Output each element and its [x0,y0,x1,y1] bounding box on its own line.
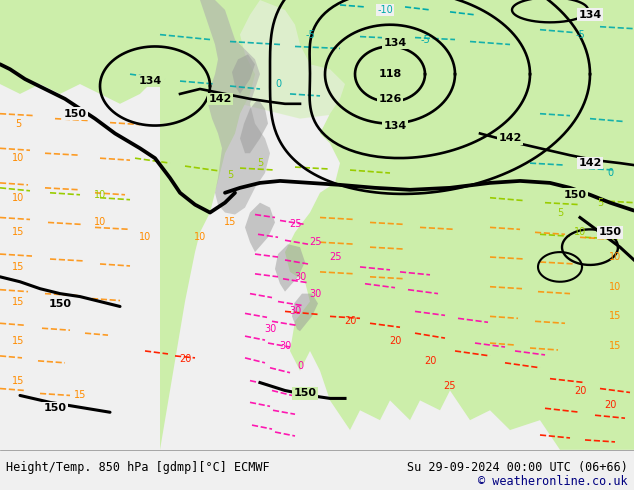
Text: 134: 134 [384,121,406,130]
Text: 134: 134 [578,10,602,20]
Polygon shape [0,0,160,104]
Text: 15: 15 [224,218,236,227]
Polygon shape [240,99,268,153]
Text: 20: 20 [604,400,616,410]
Polygon shape [0,0,634,123]
Text: 150: 150 [564,190,586,200]
Text: -5: -5 [575,29,585,40]
Text: 5: 5 [227,170,233,180]
Text: 142: 142 [209,94,231,104]
Text: 10: 10 [94,218,106,227]
Text: © weatheronline.co.uk: © weatheronline.co.uk [478,475,628,488]
Text: 150: 150 [48,299,72,310]
Text: 142: 142 [578,158,602,168]
Text: 15: 15 [74,391,86,400]
Text: Height/Temp. 850 hPa [gdmp][°C] ECMWF: Height/Temp. 850 hPa [gdmp][°C] ECMWF [6,461,270,474]
Text: 150: 150 [294,389,316,398]
Text: 5: 5 [15,119,21,128]
Text: 30: 30 [289,306,301,317]
Polygon shape [245,203,275,252]
Text: 20: 20 [424,356,436,366]
Text: 0: 0 [275,79,281,89]
Text: 20: 20 [344,317,356,326]
Text: 10: 10 [12,153,24,163]
Text: 150: 150 [598,227,621,237]
Text: 25: 25 [309,237,321,247]
Text: 25: 25 [444,381,456,391]
Text: 5: 5 [597,197,603,208]
Text: 126: 126 [378,94,402,104]
Text: 25: 25 [288,220,301,229]
Text: 20: 20 [389,336,401,346]
Text: 150: 150 [63,109,86,119]
Text: 134: 134 [138,76,162,86]
Text: 20: 20 [179,354,191,364]
Text: 134: 134 [384,38,406,48]
Polygon shape [232,54,255,94]
Text: 30: 30 [279,341,291,351]
Text: 10: 10 [194,232,206,242]
Text: 15: 15 [12,227,24,237]
Text: 15: 15 [609,341,621,351]
Polygon shape [200,0,270,215]
Text: 30: 30 [309,289,321,298]
Text: 20: 20 [574,386,586,395]
Text: -10: -10 [377,5,393,15]
Text: 25: 25 [329,252,341,262]
Text: 15: 15 [12,336,24,346]
Text: -5: -5 [305,29,315,40]
Text: 10: 10 [574,227,586,237]
Text: 15: 15 [12,376,24,386]
Text: 30: 30 [294,272,306,282]
Text: 15: 15 [609,311,621,321]
Polygon shape [160,0,634,450]
Text: 5: 5 [557,208,563,218]
Text: 10: 10 [94,190,106,200]
Text: 10: 10 [609,252,621,262]
Text: 142: 142 [498,133,522,144]
Text: 150: 150 [44,403,67,413]
Text: -5: -5 [420,34,430,45]
Text: 15: 15 [12,296,24,307]
Text: 10: 10 [12,193,24,203]
Polygon shape [292,294,318,331]
Text: 15: 15 [12,262,24,272]
Text: 118: 118 [378,69,401,79]
Text: 30: 30 [264,324,276,334]
Text: 10: 10 [609,282,621,292]
Polygon shape [275,244,305,292]
Text: 5: 5 [257,158,263,168]
Text: Su 29-09-2024 00:00 UTC (06+66): Su 29-09-2024 00:00 UTC (06+66) [407,461,628,474]
Text: 0: 0 [607,168,613,178]
Text: 0: 0 [297,361,303,371]
Text: 10: 10 [139,232,151,242]
